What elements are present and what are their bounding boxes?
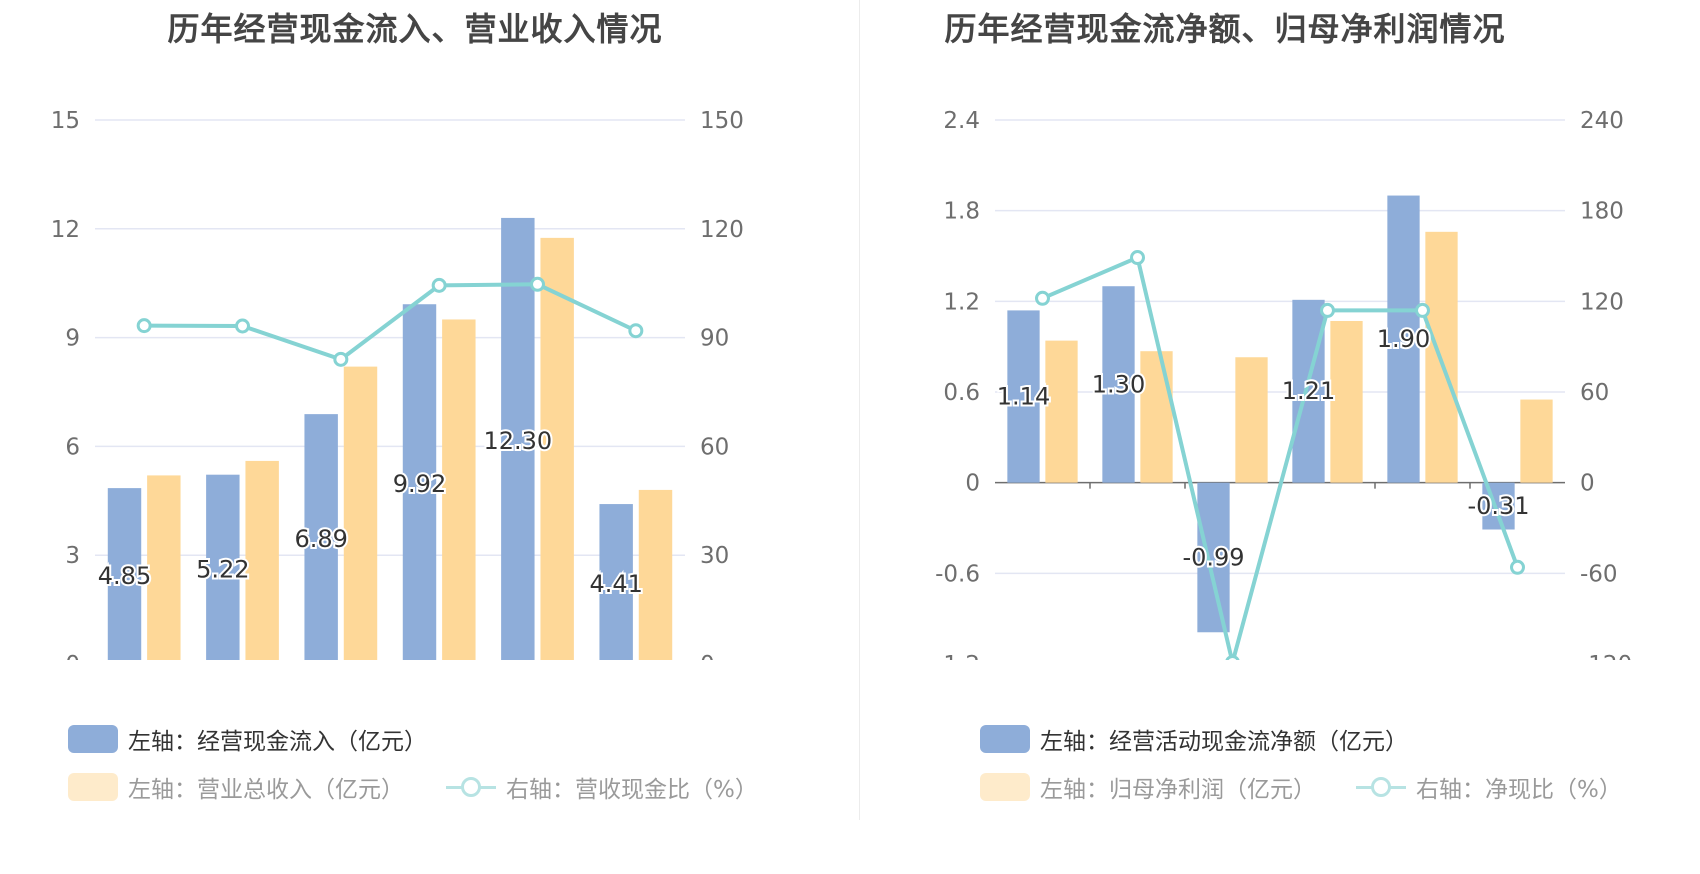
line-point [530, 276, 545, 292]
bar-series-1 [304, 414, 338, 660]
bar-series-1 [206, 474, 240, 660]
line-point [431, 277, 447, 293]
bar-series-1 [402, 304, 437, 660]
bar-series-2 [343, 366, 378, 660]
left-axis-tick-label: 12 [51, 217, 80, 243]
right-axis-tick-label: 60 [1580, 380, 1609, 406]
bar-series-2 [1140, 351, 1173, 483]
legend-line-icon [446, 773, 496, 801]
legend-swatch-icon [980, 725, 1030, 753]
bar-series-2 [1045, 340, 1078, 483]
bar-data-label: 12.30 [483, 427, 552, 455]
right-axis-tick-label: 0 [700, 652, 715, 660]
line-point [333, 351, 349, 367]
legend-label: 左轴：营业总收入（亿元） [128, 777, 404, 803]
right-axis-tick-label: 150 [700, 108, 744, 134]
legend-swatch-icon [980, 773, 1030, 801]
line-point [1320, 302, 1335, 318]
legend-item-net-cash-ratio[interactable]: 右轴：净现比（%） [1356, 770, 1622, 804]
right-chart-panel: 历年经营现金流净额、归母净利润情况 -1.2 -120 -0.6 -60 0 0 0.6 60… [860, 0, 1700, 874]
left-axis-tick-label: 9 [65, 326, 80, 352]
bar-series-2 [245, 460, 279, 660]
left-axis-tick-label: 0.6 [943, 380, 980, 406]
legend-label: 右轴：净现比（%） [1416, 777, 1622, 803]
legend-label: 左轴：经营现金流入（亿元） [128, 729, 427, 755]
left-axis-tick-label: -0.6 [935, 561, 980, 587]
legend-line-icon [1356, 773, 1406, 801]
bar-series-1 [1197, 482, 1230, 633]
bar-series-2 [540, 237, 574, 660]
left-chart-panel: 历年经营现金流入、营业收入情况 003306609901212015150201… [51, 10, 758, 804]
line-point [628, 323, 644, 339]
bar-series-1 [1387, 195, 1420, 483]
bar-data-label: 1.30 [1092, 370, 1145, 398]
legend-label: 左轴：经营活动现金流净额（亿元） [1040, 729, 1408, 755]
left-axis-tick-label: 6 [65, 434, 80, 460]
bar-data-label: 1.14 [997, 383, 1050, 411]
bar-series-2 [442, 319, 476, 660]
left-axis-tick-label: 1.2 [943, 289, 980, 315]
right-axis-tick-label: 60 [700, 434, 729, 460]
bar-series-1 [1292, 299, 1325, 483]
line-series [144, 282, 637, 362]
legend-item-net-cash-flow[interactable]: 左轴：经营活动现金流净额（亿元） [980, 722, 1408, 756]
bar-series-2 [147, 475, 181, 660]
right-axis-tick-label: 240 [1580, 108, 1624, 134]
left-axis-tick-label: 15 [51, 108, 80, 134]
bar-series-1 [599, 504, 633, 660]
bar-data-label: 4.85 [98, 562, 151, 590]
bar-data-label: 9.92 [393, 470, 446, 498]
line-point [1130, 250, 1145, 266]
right-axis-tick-label: 120 [1580, 289, 1624, 315]
legend-item-revenue[interactable]: 左轴：营业总收入（亿元） [68, 770, 404, 804]
bar-data-label: 5.22 [196, 555, 249, 583]
legend-item-cash-inflow[interactable]: 左轴：经营现金流入（亿元） [68, 722, 427, 756]
bar-data-label: 6.89 [294, 525, 347, 553]
right-axis-tick-label: 30 [700, 543, 729, 569]
line-point [1415, 302, 1430, 318]
bar-series-1 [107, 488, 142, 660]
right-axis-tick-label: 0 [1580, 471, 1595, 497]
bar-series-1 [1007, 310, 1040, 483]
right-axis-tick-label: 180 [1580, 199, 1624, 225]
panel-divider [859, 0, 860, 820]
bar-data-label: 1.90 [1377, 325, 1430, 353]
left-axis-tick-label: 2.4 [943, 108, 980, 134]
line-point [235, 318, 250, 334]
left-chart-plot: 0033066099012120151502019202020212022202… [51, 108, 744, 660]
bar-data-label: 1.21 [1282, 377, 1335, 405]
line-point [1225, 654, 1240, 660]
left-axis-tick-label: 3 [65, 543, 80, 569]
line-point [1035, 290, 1050, 306]
right-chart-plot: -1.2 -120 -0.6 -60 0 0 0.6 60 1.2 120 1.8 180 2.4 240… [935, 108, 1632, 660]
right-axis-tick-label: 120 [700, 217, 744, 243]
bar-series-2 [638, 489, 673, 660]
chart-title: 历年经营现金流净额、归母净利润情况 [944, 10, 1506, 48]
chart-title: 历年经营现金流入、营业收入情况 [167, 10, 663, 48]
bar-series-1 [1102, 286, 1135, 483]
bar-series-1 [501, 217, 535, 660]
right-axis-tick-label: -60 [1580, 561, 1618, 587]
right-axis-tick-label: 90 [700, 326, 729, 352]
left-axis-tick-label: 1.8 [943, 199, 980, 225]
bar-data-label: -0.31 [1467, 492, 1529, 520]
legend-swatch-icon [68, 773, 118, 801]
line-point [136, 318, 152, 334]
right-axis-tick-label: -120 [1580, 652, 1632, 660]
legend-item-cash-ratio[interactable]: 右轴：营收现金比（%） [446, 770, 758, 804]
line-series [1041, 254, 1520, 660]
left-axis-tick-label: 0 [965, 471, 980, 497]
legend-item-net-profit[interactable]: 左轴：归母净利润（亿元） [980, 770, 1316, 804]
bar-data-label: -0.99 [1182, 543, 1244, 571]
bar-series-2 [1235, 357, 1268, 483]
left-axis-tick-label: 0 [65, 652, 80, 660]
line-point [1510, 559, 1525, 575]
legend-label: 右轴：营收现金比（%） [506, 777, 758, 803]
legend-label: 左轴：归母净利润（亿元） [1040, 777, 1316, 803]
bar-series-2 [1520, 399, 1553, 483]
bar-data-label: 4.41 [589, 570, 642, 598]
legend-swatch-icon [68, 725, 118, 753]
left-axis-tick-label: -1.2 [935, 652, 980, 660]
bar-series-2 [1330, 320, 1363, 483]
